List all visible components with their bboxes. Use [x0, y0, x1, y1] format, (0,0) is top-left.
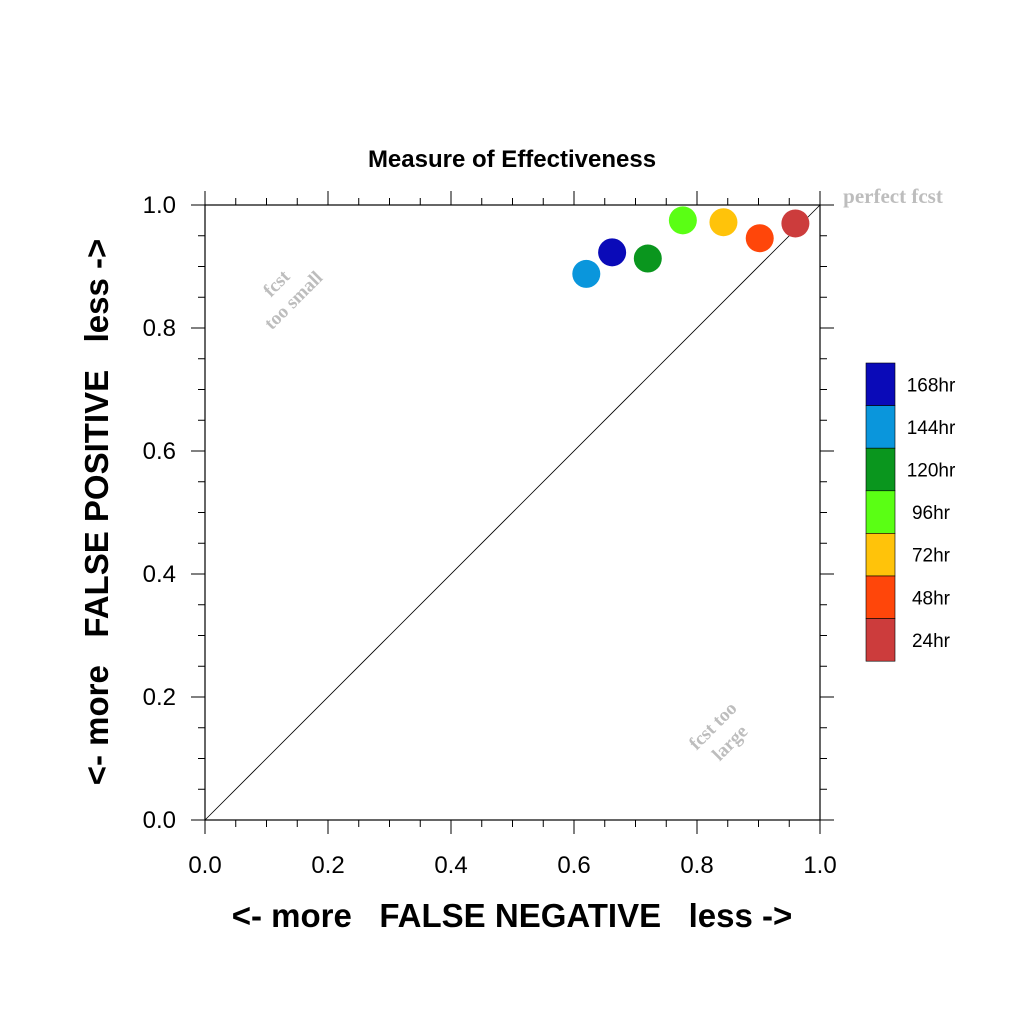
legend-swatch-96hr: [865, 490, 896, 534]
data-points: [572, 206, 810, 288]
x-tick-label: 0.2: [311, 852, 344, 879]
legend-label-144hr: 144hr: [907, 418, 956, 439]
legend-label-168hr: 168hr: [907, 375, 956, 396]
point-144hr: [572, 259, 601, 288]
legend-label-72hr: 72hr: [912, 546, 951, 567]
annotation-perfect-fcst: perfect fcst: [843, 184, 943, 208]
legend-label-24hr: 24hr: [912, 631, 951, 652]
y-tick-label: 0.8: [143, 315, 176, 342]
legend-label-120hr: 120hr: [907, 461, 956, 482]
legend: 168hr 144hr 120hr 96hr 72hr 48hr 24hr: [865, 362, 956, 662]
legend-label-96hr: 96hr: [912, 503, 951, 524]
point-48hr: [745, 224, 774, 253]
y-axis-label: <- more FALSE POSITIVE less ->: [78, 239, 115, 786]
legend-swatch-48hr: [865, 575, 896, 619]
point-96hr: [668, 206, 697, 235]
legend-swatch-168hr: [865, 362, 896, 406]
y-tick-label: 0.0: [143, 807, 176, 834]
y-tick-labels: 0.0 0.2 0.4 0.6 0.8 1.0: [143, 192, 176, 834]
x-tick-label: 0.6: [557, 852, 590, 879]
y-tick-label: 0.6: [143, 438, 176, 465]
x-tick-labels: 0.0 0.2 0.4 0.6 0.8 1.0: [188, 852, 836, 879]
chart-title: Measure of Effectiveness: [368, 146, 656, 173]
legend-swatch-144hr: [865, 405, 896, 449]
point-72hr: [709, 208, 738, 237]
x-axis-label: <- more FALSE NEGATIVE less ->: [232, 897, 793, 934]
legend-swatch-72hr: [865, 533, 896, 577]
axis-ticks: [191, 191, 834, 834]
y-tick-label: 0.2: [143, 684, 176, 711]
y-tick-label: 1.0: [143, 192, 176, 219]
legend-swatch-24hr: [865, 618, 896, 662]
legend-swatch-120hr: [865, 447, 896, 492]
x-tick-label: 0.8: [680, 852, 713, 879]
x-tick-label: 0.4: [434, 852, 467, 879]
point-24hr: [781, 209, 810, 238]
point-120hr: [633, 244, 662, 273]
x-tick-label: 0.0: [188, 852, 221, 879]
legend-label-48hr: 48hr: [912, 588, 951, 609]
x-tick-label: 1.0: [803, 852, 836, 879]
point-168hr: [598, 238, 627, 267]
diagonal-reference-line: [204, 204, 821, 821]
y-tick-label: 0.4: [143, 561, 176, 588]
